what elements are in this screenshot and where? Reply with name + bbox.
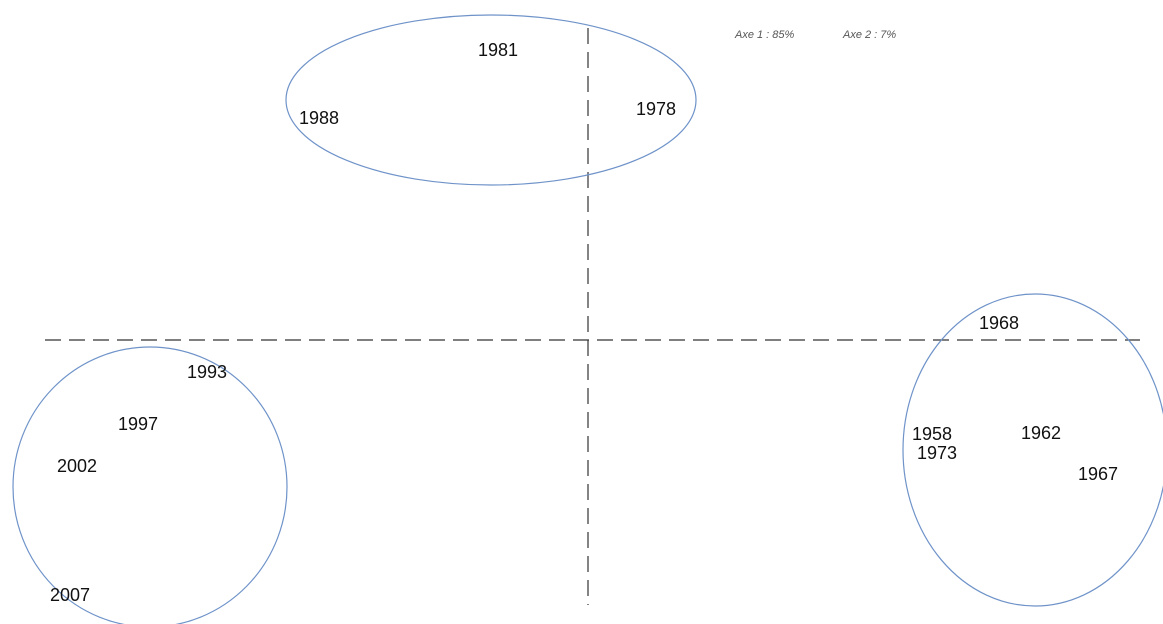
year-label: 1958: [912, 424, 952, 444]
year-label: 1968: [979, 313, 1019, 333]
cluster-ellipse: [285, 14, 697, 186]
cluster-ellipse: [12, 346, 288, 624]
year-label: 2007: [50, 585, 90, 605]
year-label: 1993: [187, 362, 227, 382]
year-label: 1967: [1078, 464, 1118, 484]
year-label: 1973: [917, 443, 957, 463]
axis-1-inertia: Axe 1 : 85%: [734, 29, 795, 41]
year-label: 1981: [478, 40, 518, 60]
year-label: 1962: [1021, 423, 1061, 443]
year-label: 2002: [57, 456, 97, 476]
year-label: 1988: [299, 108, 339, 128]
year-label: 1978: [636, 99, 676, 119]
year-label: 1997: [118, 414, 158, 434]
cluster-ellipse: [902, 293, 1163, 607]
axis-2-inertia: Axe 2 : 7%: [842, 29, 896, 41]
